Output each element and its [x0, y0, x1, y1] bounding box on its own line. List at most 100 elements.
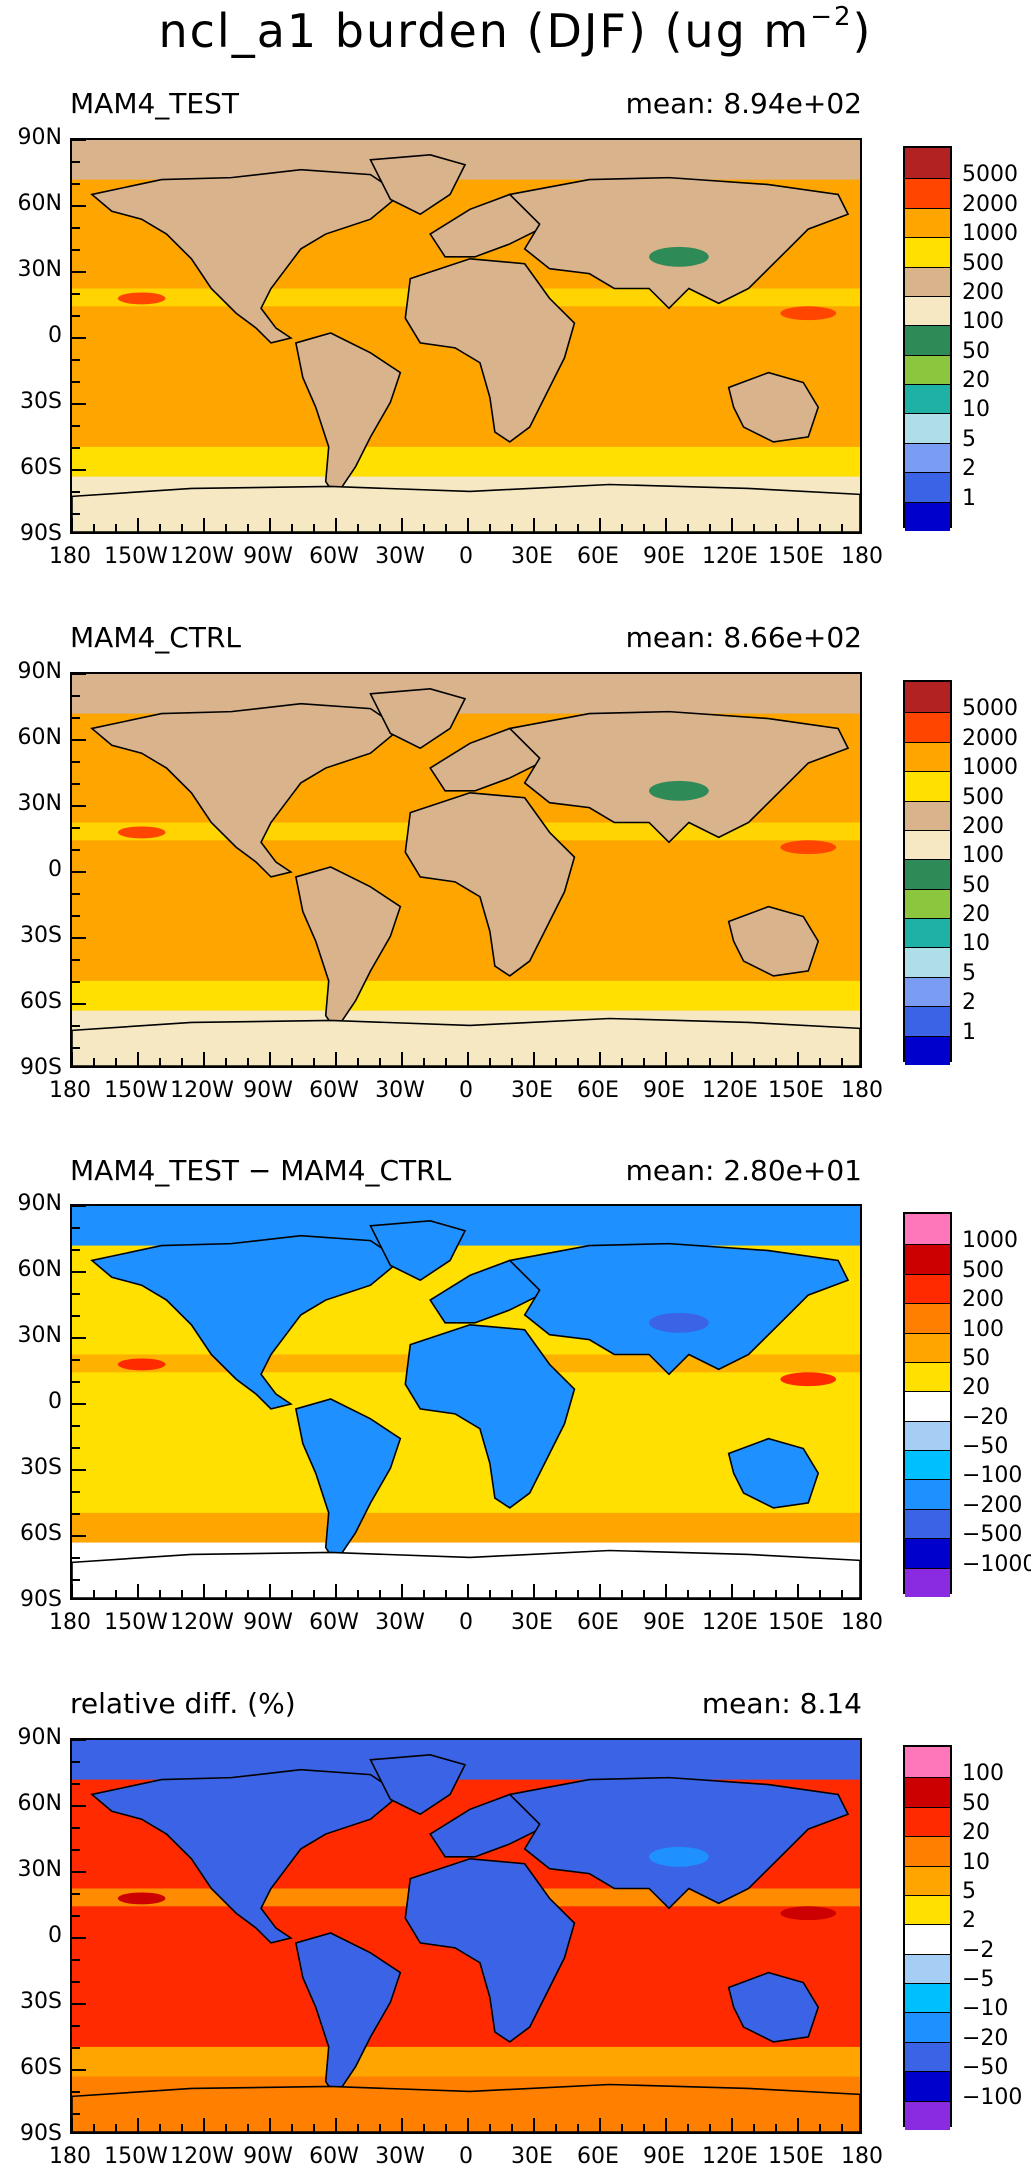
colorbar-label: 100 — [962, 309, 1004, 335]
east-pacific-feature — [117, 292, 166, 305]
africa-outline — [404, 1857, 576, 2043]
colorbar-label: 5 — [962, 426, 976, 452]
lon-tick — [181, 2124, 183, 2132]
lon-tick — [93, 1058, 95, 1066]
colorbar-label: −200 — [962, 1492, 1023, 1518]
colorbar-label: 200 — [962, 279, 1004, 305]
map-panel-rel — [70, 1738, 862, 2134]
colorbar-swatch — [905, 1449, 950, 1480]
lat-tick — [72, 717, 80, 719]
east-pacific-feature — [117, 1358, 166, 1371]
map-field-test — [72, 140, 860, 532]
colorbar-swatch — [905, 1923, 950, 1954]
longitude-label: 0 — [459, 2144, 473, 2169]
colorbar-swatch — [905, 1390, 950, 1421]
australia-outline — [727, 371, 820, 443]
latitude-label: 90N — [17, 125, 62, 150]
colorbar-label: −2 — [962, 1937, 995, 1963]
lon-tick — [709, 1590, 711, 1598]
panel-title: MAM4_CTRL — [70, 621, 241, 654]
panel-title: relative diff. (%) — [70, 1687, 296, 1720]
lat-tick — [72, 1761, 80, 1763]
pacific-feature — [780, 840, 837, 855]
latitude-label: 90S — [20, 1055, 62, 1080]
colorbar-swatch — [905, 441, 950, 473]
longitude-label: 30E — [511, 1610, 553, 1635]
lat-tick — [72, 1513, 80, 1515]
colorbar-swatch — [905, 412, 950, 443]
panel-title: MAM4_TEST − MAM4_CTRL — [70, 1154, 452, 1187]
lat-tick — [72, 783, 80, 785]
south-america-outline — [294, 1398, 402, 1564]
asia-outline — [508, 176, 850, 310]
colorbar-label: 200 — [962, 1287, 1004, 1313]
greenland-outline — [369, 154, 467, 216]
longitude-label: 30W — [375, 1078, 425, 1103]
latitude-label: 30N — [17, 1857, 62, 1882]
lat-tick — [72, 2047, 80, 2049]
colorbar-label: −500 — [962, 1522, 1023, 1548]
colorbar-label: −10 — [962, 1996, 1009, 2022]
lat-tick — [72, 981, 80, 983]
lon-tick — [313, 2124, 315, 2132]
lat-tick — [72, 1535, 86, 1537]
latitude-label: 60N — [17, 725, 62, 750]
lat-tick — [72, 1981, 80, 1983]
longitude-label: 180 — [841, 2144, 883, 2169]
lon-tick — [621, 524, 623, 532]
lon-tick — [621, 2124, 623, 2132]
east-pacific-feature — [117, 826, 166, 839]
lon-tick — [819, 524, 821, 532]
lat-tick — [72, 403, 86, 405]
pacific-feature — [780, 1372, 837, 1387]
colorbar-diff — [903, 1212, 952, 1597]
colorbar-swatch — [905, 177, 950, 208]
lat-tick — [72, 871, 86, 873]
colorbar-label: 500 — [962, 1257, 1004, 1283]
lon-tick — [621, 1058, 623, 1066]
lon-tick — [687, 1590, 689, 1598]
lat-tick — [72, 491, 80, 493]
longitude-label: 90E — [643, 2144, 685, 2169]
colorbar-swatch — [905, 148, 950, 179]
latitude-label: 30S — [20, 1455, 62, 1480]
colorbar-label: −100 — [962, 1463, 1023, 1489]
africa-outline — [404, 257, 576, 443]
pacific-feature — [780, 306, 837, 321]
longitude-label: 60E — [577, 2144, 619, 2169]
greenland-outline — [369, 688, 467, 750]
lon-tick — [137, 1052, 139, 1066]
colorbar-swatch — [905, 500, 950, 531]
lat-tick — [72, 674, 86, 675]
lon-tick — [203, 518, 205, 532]
australia-outline — [727, 1971, 820, 2043]
lon-tick — [775, 1058, 777, 1066]
longitude-label: 60E — [577, 1078, 619, 1103]
lon-tick — [599, 1052, 601, 1066]
colorbar-swatch — [905, 236, 950, 267]
lon-tick — [599, 2118, 601, 2132]
plateau-feature — [649, 1312, 709, 1333]
colorbar-ctrl — [903, 680, 952, 1065]
colorbar-swatch — [905, 770, 950, 801]
colorbar-label: 20 — [962, 1375, 990, 1401]
lon-tick — [599, 518, 601, 532]
longitude-label: 120E — [702, 1610, 758, 1635]
colorbar-label: 1000 — [962, 1228, 1018, 1254]
colorbar-swatch — [905, 1805, 950, 1837]
colorbar-label: −1000 — [962, 1551, 1031, 1577]
latitude-label: 0 — [48, 857, 62, 882]
longitude-label: 0 — [459, 1610, 473, 1635]
colorbar-swatch — [905, 471, 950, 502]
lon-tick — [93, 1590, 95, 1598]
colorbar-swatch — [905, 799, 950, 830]
longitude-label: 120E — [702, 544, 758, 569]
lon-tick — [115, 524, 117, 532]
lon-tick — [841, 2124, 843, 2132]
lat-tick — [72, 1579, 80, 1581]
lon-tick — [445, 1058, 447, 1066]
lon-tick — [841, 524, 843, 532]
lon-tick — [533, 2118, 535, 2132]
lon-tick — [379, 1590, 381, 1598]
longitude-label: 60W — [309, 544, 359, 569]
